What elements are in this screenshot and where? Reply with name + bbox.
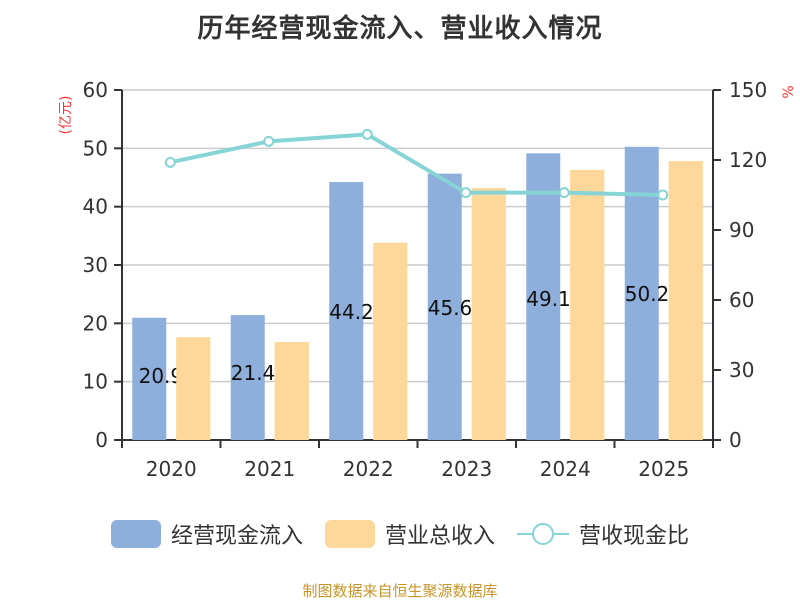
legend-swatch-revenue — [324, 520, 375, 548]
bar-revenue-overlay — [176, 337, 211, 440]
line-marker-icon — [517, 523, 569, 545]
legend-item-cash-inflow[interactable]: 经营现金流入 — [110, 518, 303, 550]
left-axis-tick-label: 40 — [83, 195, 108, 219]
bar-cash-inflow — [230, 315, 265, 440]
bar-cash-inflow — [526, 153, 561, 441]
x-axis-tick-label: 2021 — [244, 457, 295, 481]
bar-revenue-overlay — [570, 169, 605, 440]
x-axis-tick-label: 2022 — [343, 457, 394, 481]
ratio-point — [460, 187, 472, 199]
left-axis-tick-label: 60 — [83, 78, 108, 102]
legend-item-revenue[interactable]: 营业总收入 — [324, 518, 495, 550]
right-axis-tick-label: 90 — [729, 218, 754, 242]
legend-label: 经营现金流入 — [170, 524, 303, 549]
bar-cash-inflow — [427, 173, 462, 440]
bar-revenue-overlay — [373, 242, 408, 440]
bar-revenue-overlay — [274, 342, 309, 440]
left-axis-tick-label: 50 — [83, 136, 108, 160]
chart-plot: 0 10 20 30 40 50 60 (亿元) 0 30 60 90 120 150 % 2020 2021 2… — [58, 78, 797, 481]
left-axis-tick-label: 10 — [83, 370, 108, 394]
legend-label: 营业总收入 — [384, 524, 495, 549]
right-axis-unit: % — [781, 85, 797, 98]
right-axis-tick-label: 0 — [729, 428, 742, 452]
right-axis-tick-label: 120 — [729, 148, 767, 172]
bar-revenue-overlay — [471, 188, 506, 440]
left-axis-tick-label: 20 — [83, 311, 108, 335]
x-axis-tick-label: 2025 — [638, 457, 689, 481]
ratio-point — [558, 187, 570, 199]
ratio-point — [263, 135, 275, 147]
x-axis-tick-label: 2023 — [441, 457, 492, 481]
left-axis-tick-label: 0 — [95, 428, 108, 452]
ratio-point — [657, 189, 669, 201]
legend-item-ratio[interactable]: 营收现金比 — [517, 518, 689, 550]
legend-swatch-cash-inflow — [110, 520, 161, 548]
ratio-line — [169, 132, 663, 197]
legend-label: 营收现金比 — [579, 524, 690, 549]
right-axis-tick-label: 150 — [729, 78, 767, 102]
right-axis-tick-label: 30 — [729, 358, 754, 382]
bar-revenue-overlay — [668, 161, 703, 440]
x-axis-tick-label: 2020 — [146, 457, 197, 481]
legend: 经营现金流入 营业总收入 营收现金比 — [0, 518, 800, 550]
ratio-point — [361, 128, 373, 140]
right-axis-tick-label: 60 — [729, 288, 754, 312]
ratio-point — [164, 156, 176, 168]
bar-cash-inflow — [132, 317, 167, 440]
bar-cash-inflow — [329, 182, 364, 440]
x-axis-tick-label: 2024 — [540, 457, 591, 481]
left-axis-unit: (亿元) — [58, 96, 74, 135]
chart-title: 历年经营现金流入、营业收入情况 — [197, 14, 603, 44]
data-source-note: 制图数据来自恒生聚源数据库 — [302, 582, 498, 600]
left-axis-tick-label: 30 — [83, 253, 108, 277]
